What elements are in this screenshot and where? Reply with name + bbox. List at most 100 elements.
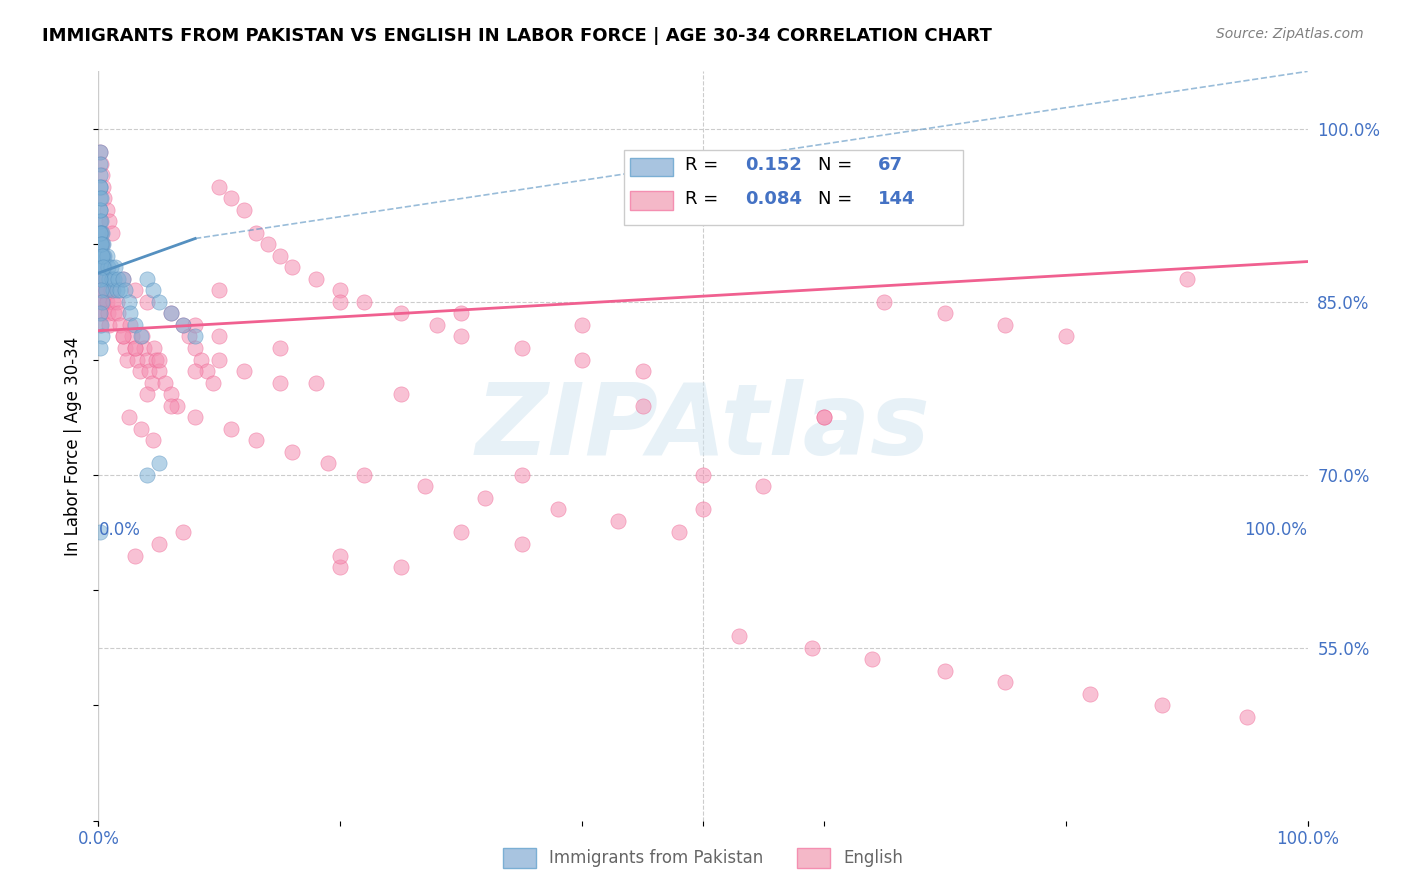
Point [202,376,225,390]
Point [91,284,114,298]
Point [141,376,163,390]
Point [329,549,352,563]
Point [111,272,134,286]
Point [89,237,111,252]
Point [91,294,114,309]
Text: N =: N = [818,156,852,174]
Point [90,272,112,286]
Point [89,179,111,194]
Point [135,272,157,286]
Point [90,249,112,263]
Point [305,272,328,286]
Point [100,284,122,298]
Point [631,399,654,413]
Point [100,272,122,286]
Point [1054,329,1077,343]
Point [98,318,121,332]
Point [124,284,146,298]
Point [184,329,207,343]
Point [135,352,157,367]
Point [232,364,254,378]
Point [118,318,141,332]
Point [134,341,156,355]
Point [221,422,243,436]
Point [93,260,115,275]
Point [89,260,111,275]
Point [160,387,183,401]
Point [269,376,291,390]
Point [90,249,112,263]
Point [117,352,139,367]
Text: R =: R = [685,156,718,174]
Point [90,284,112,298]
Point [353,467,375,482]
Point [221,191,243,205]
Point [450,329,472,343]
Point [232,202,254,217]
Point [93,191,115,205]
Point [101,294,124,309]
Point [148,364,170,378]
Point [571,352,593,367]
Point [269,249,291,263]
Point [93,260,115,275]
Point [269,341,291,355]
Point [89,191,111,205]
Point [124,341,146,355]
Point [184,410,207,425]
Point [329,560,352,574]
Point [208,329,231,343]
Point [100,226,122,240]
Point [316,456,339,470]
Point [104,260,127,275]
Point [510,537,533,551]
Point [89,294,111,309]
Point [101,284,124,298]
Point [142,434,165,448]
Point [89,306,111,320]
Point [353,294,375,309]
Point [138,364,160,378]
Point [89,202,111,217]
Point [208,179,231,194]
Point [172,525,194,540]
Point [97,260,120,275]
Text: 0.0%: 0.0% [98,521,141,539]
Point [91,260,114,275]
Text: N =: N = [818,190,852,208]
Point [118,306,141,320]
Point [90,272,112,286]
Point [90,214,112,228]
Point [94,284,117,298]
Point [108,318,131,332]
Point [245,434,267,448]
Point [107,272,129,286]
Point [148,537,170,551]
Point [474,491,496,505]
Point [281,444,304,458]
Point [103,272,125,286]
Point [190,352,212,367]
Point [114,341,136,355]
Point [184,364,207,378]
Point [90,226,112,240]
Point [547,502,569,516]
Point [631,364,654,378]
Point [142,284,165,298]
Point [607,514,630,528]
Point [510,341,533,355]
Point [121,329,143,343]
Point [89,145,111,159]
Bar [624,150,963,225]
Point [127,352,149,367]
Point [510,467,533,482]
Point [89,341,111,355]
Point [135,467,157,482]
Point [184,341,207,355]
Point [800,640,823,655]
Point [105,284,128,298]
Y-axis label: In Labor Force | Age 30-34: In Labor Force | Age 30-34 [65,336,83,556]
Point [1078,687,1101,701]
Point [90,260,112,275]
Point [114,284,136,298]
